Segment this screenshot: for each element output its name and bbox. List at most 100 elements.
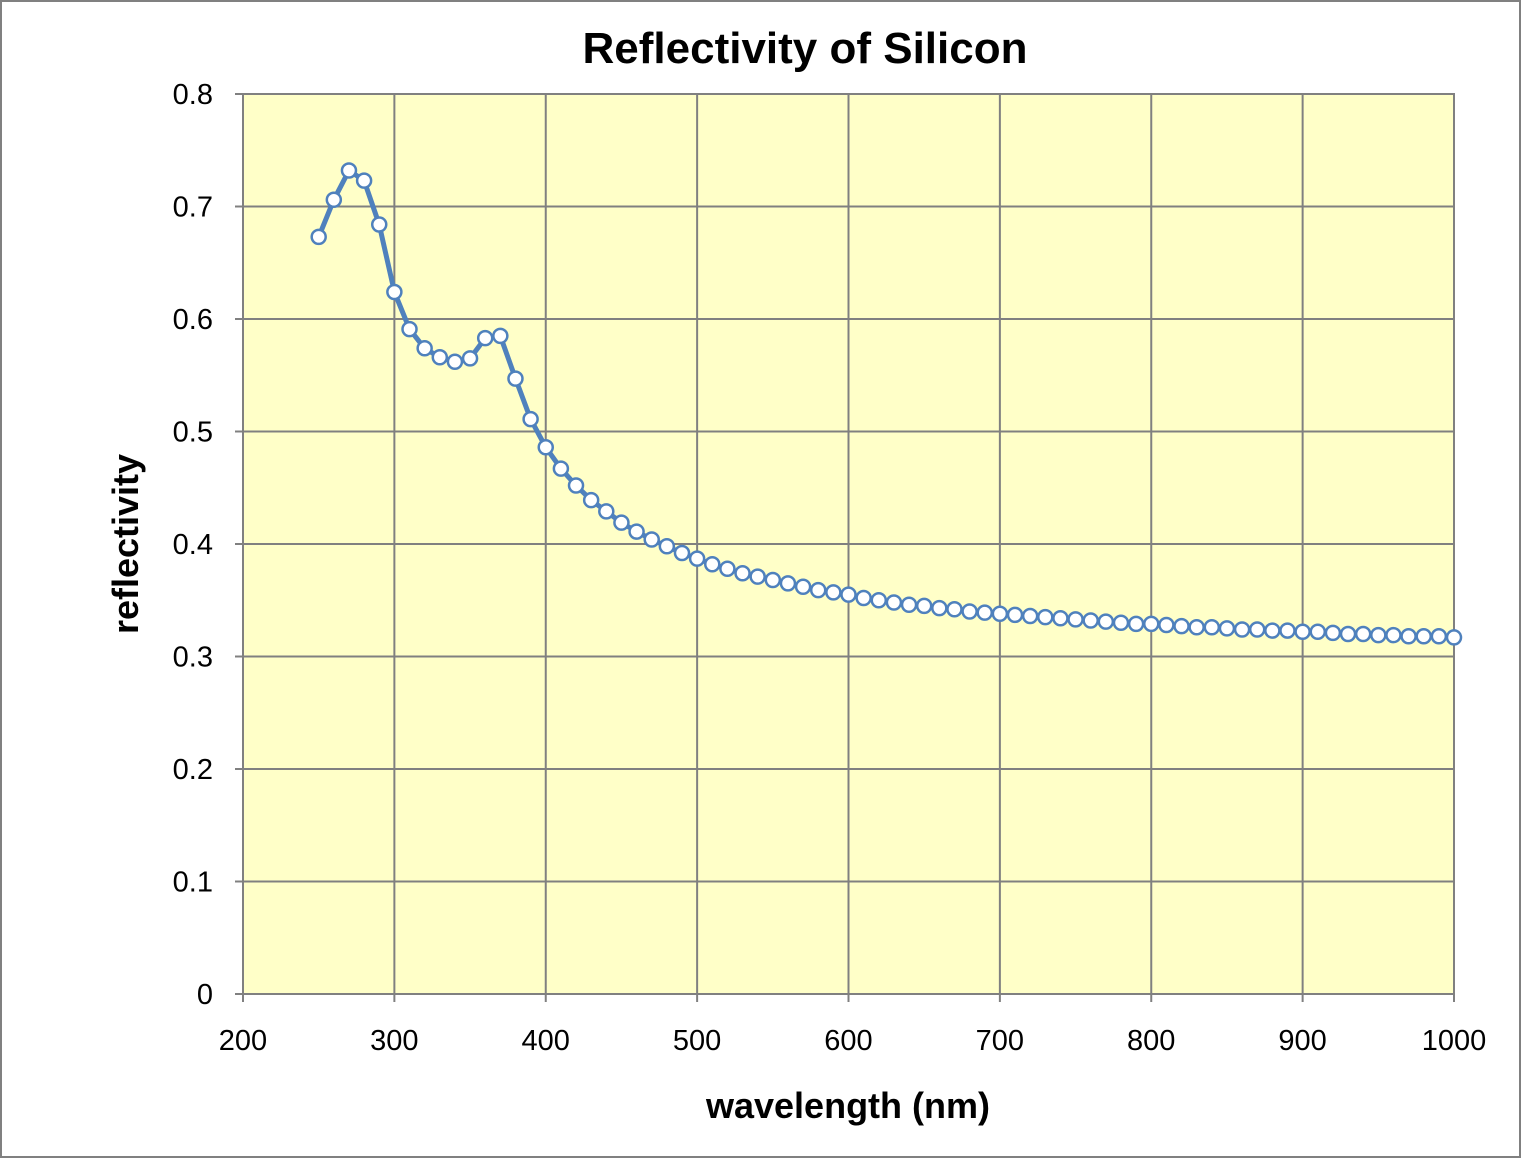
x-tick-label: 400 [522, 1025, 570, 1057]
data-point [719, 560, 736, 577]
data-point [476, 329, 494, 347]
data-point [749, 568, 766, 585]
axes [235, 93, 1455, 1002]
data-point [915, 597, 933, 615]
data-point [1021, 607, 1039, 625]
chart-title: Reflectivity of Silicon [583, 24, 1028, 73]
data-point [1112, 614, 1130, 631]
y-tick-label: 0.4 [173, 529, 213, 561]
data-point [1294, 623, 1311, 640]
data-point [885, 594, 903, 611]
y-tick-label: 0.5 [173, 417, 213, 449]
data-point [779, 575, 797, 592]
data-point [1400, 628, 1417, 645]
data-point [1037, 608, 1054, 626]
data-point [582, 491, 600, 509]
data-point [1264, 622, 1281, 639]
x-tick-label: 600 [824, 1025, 872, 1057]
data-point [809, 581, 827, 599]
data-point [431, 349, 449, 366]
data-point [507, 370, 524, 387]
data-point [976, 604, 993, 621]
data-point [1324, 624, 1342, 642]
x-tick-label: 700 [976, 1025, 1024, 1057]
x-tick-label: 800 [1127, 1025, 1175, 1057]
data-point [340, 162, 358, 179]
data-point [1445, 629, 1463, 646]
data-point [598, 503, 615, 520]
data-point [613, 514, 630, 531]
data-point [1430, 628, 1448, 645]
data-point [1067, 611, 1084, 628]
data-point [1415, 628, 1432, 645]
data-point [855, 589, 872, 607]
data-point [1158, 616, 1175, 634]
data-point [870, 592, 888, 609]
x-tick-label: 300 [370, 1025, 418, 1057]
data-point [1143, 615, 1160, 633]
data-point [1218, 620, 1236, 637]
data-point [567, 477, 585, 494]
data-point [1279, 622, 1296, 639]
x-axis-title: wavelength (nm) [705, 1085, 990, 1126]
x-tick-label: 500 [673, 1025, 721, 1057]
data-point [1188, 619, 1205, 636]
data-point [537, 439, 554, 456]
grid-lines [243, 94, 1454, 994]
data-point [900, 596, 918, 613]
data-point [416, 340, 433, 357]
data-point [386, 283, 403, 301]
data-point [794, 578, 812, 595]
data-point [734, 565, 751, 582]
y-tick-label: 0 [197, 979, 213, 1011]
data-point [1248, 621, 1266, 638]
y-tick-label: 0.7 [173, 192, 213, 224]
data-point [492, 327, 509, 345]
y-tick-label: 0.3 [173, 642, 213, 674]
y-axis-title: reflectivity [105, 454, 146, 634]
data-point [1309, 623, 1327, 640]
data-point [688, 550, 706, 567]
data-point [446, 353, 464, 370]
y-tick-label: 0.8 [173, 79, 213, 111]
data-point [522, 410, 539, 428]
data-point [552, 460, 570, 477]
tick-labels: 200 300 400 500 600 700 800 900 1000 0 0.1 0.2 0.3 0.… [173, 79, 1487, 1057]
data-point [1052, 610, 1069, 627]
data-point [931, 599, 948, 617]
data-point [355, 172, 373, 189]
data-point [961, 603, 978, 620]
data-point [401, 320, 418, 338]
data-point [1082, 612, 1099, 629]
x-tick-label: 200 [219, 1025, 267, 1057]
series-reflectivity [310, 162, 1463, 646]
data-point [1339, 625, 1357, 643]
data-point [1006, 606, 1024, 624]
data-point [825, 584, 842, 601]
data-point [1173, 617, 1190, 635]
y-tick-label: 0.2 [173, 754, 213, 786]
data-point [1097, 613, 1115, 630]
data-point [1127, 615, 1145, 633]
data-point [628, 523, 645, 540]
data-point [704, 556, 721, 573]
y-tick-label: 0.1 [173, 867, 213, 899]
data-point [461, 350, 479, 367]
data-point [325, 191, 343, 208]
data-point [1233, 621, 1251, 638]
data-point [658, 538, 676, 555]
data-point [946, 601, 963, 618]
data-point [310, 228, 327, 246]
data-point [991, 605, 1009, 622]
data-point [370, 216, 388, 233]
data-point [1354, 625, 1372, 643]
data-point [673, 544, 691, 562]
data-point [643, 531, 660, 548]
x-tick-label: 900 [1278, 1025, 1326, 1057]
x-tick-label: 1000 [1422, 1025, 1487, 1057]
data-point [1370, 626, 1387, 644]
data-point [840, 586, 857, 603]
data-point [1203, 619, 1221, 636]
y-tick-label: 0.6 [173, 304, 213, 336]
